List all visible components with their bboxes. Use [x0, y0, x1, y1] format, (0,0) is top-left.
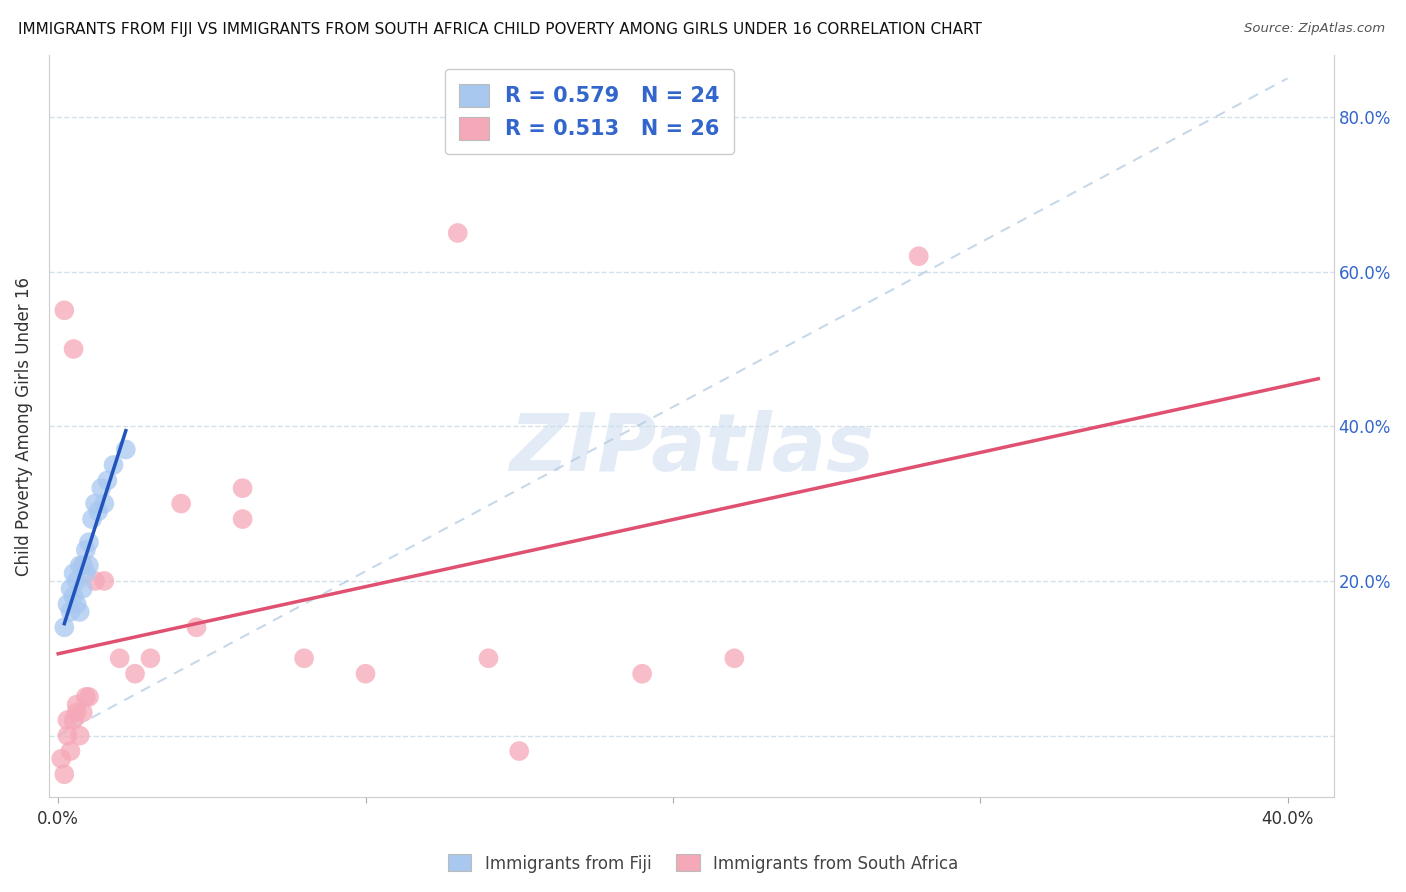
Point — [72, 582, 94, 596]
Point — [84, 574, 107, 588]
Point — [77, 535, 100, 549]
Point — [170, 497, 193, 511]
Point — [51, 752, 73, 766]
Point — [508, 744, 530, 758]
Point — [139, 651, 162, 665]
Point — [232, 481, 254, 495]
Point — [87, 504, 110, 518]
Point — [186, 620, 208, 634]
Point — [66, 597, 89, 611]
Point — [53, 767, 76, 781]
Point — [62, 566, 84, 581]
Legend: Immigrants from Fiji, Immigrants from South Africa: Immigrants from Fiji, Immigrants from So… — [441, 847, 965, 880]
Point — [53, 303, 76, 318]
Point — [93, 574, 115, 588]
Point — [103, 458, 125, 472]
Text: Source: ZipAtlas.com: Source: ZipAtlas.com — [1244, 22, 1385, 36]
Point — [56, 729, 79, 743]
Point — [84, 497, 107, 511]
Point — [75, 690, 97, 704]
Point — [69, 558, 91, 573]
Point — [56, 597, 79, 611]
Point — [77, 690, 100, 704]
Point — [59, 744, 82, 758]
Point — [114, 442, 136, 457]
Point — [108, 651, 131, 665]
Point — [80, 512, 103, 526]
Point — [93, 497, 115, 511]
Point — [292, 651, 315, 665]
Point — [72, 558, 94, 573]
Point — [907, 249, 929, 263]
Text: ZIPatlas: ZIPatlas — [509, 409, 873, 488]
Point — [66, 574, 89, 588]
Point — [59, 605, 82, 619]
Point — [56, 713, 79, 727]
Point — [69, 729, 91, 743]
Point — [354, 666, 377, 681]
Point — [66, 698, 89, 712]
Point — [62, 590, 84, 604]
Text: IMMIGRANTS FROM FIJI VS IMMIGRANTS FROM SOUTH AFRICA CHILD POVERTY AMONG GIRLS U: IMMIGRANTS FROM FIJI VS IMMIGRANTS FROM … — [18, 22, 983, 37]
Point — [723, 651, 745, 665]
Y-axis label: Child Poverty Among Girls Under 16: Child Poverty Among Girls Under 16 — [15, 277, 32, 576]
Point — [72, 558, 94, 573]
Point — [75, 543, 97, 558]
Point — [62, 342, 84, 356]
Point — [90, 481, 112, 495]
Point — [447, 226, 470, 240]
Point — [96, 474, 118, 488]
Point — [75, 566, 97, 581]
Point — [477, 651, 499, 665]
Point — [631, 666, 654, 681]
Legend: R = 0.579   N = 24, R = 0.513   N = 26: R = 0.579 N = 24, R = 0.513 N = 26 — [444, 70, 734, 154]
Point — [53, 620, 76, 634]
Point — [232, 512, 254, 526]
Point — [62, 713, 84, 727]
Point — [69, 605, 91, 619]
Point — [66, 706, 89, 720]
Point — [77, 558, 100, 573]
Point — [72, 706, 94, 720]
Point — [59, 582, 82, 596]
Point — [124, 666, 146, 681]
